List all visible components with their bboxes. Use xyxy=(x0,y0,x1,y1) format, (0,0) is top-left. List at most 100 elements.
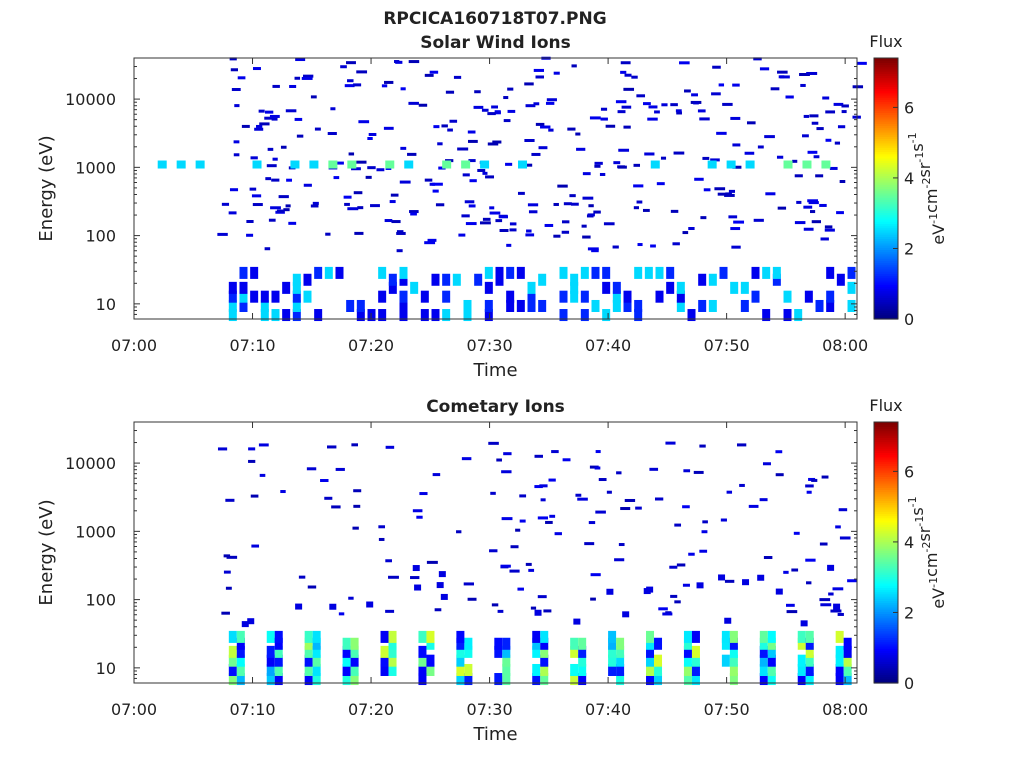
flux-cell xyxy=(708,273,717,286)
flux-cell xyxy=(385,160,395,169)
flux-cell xyxy=(759,673,768,686)
flux-cell xyxy=(683,469,691,473)
flux-cell xyxy=(762,462,771,466)
flux-cell xyxy=(693,101,699,105)
flux-cell xyxy=(553,234,561,238)
flux-cell xyxy=(702,520,708,524)
colorbar-step xyxy=(874,565,898,569)
flux-cell xyxy=(518,160,528,169)
flux-cell xyxy=(624,73,632,77)
flux-cell xyxy=(623,125,631,129)
flux-cell xyxy=(804,290,813,303)
flux-cell xyxy=(228,309,237,322)
y-tick-label: 10000 xyxy=(65,90,116,109)
flux-cell xyxy=(643,588,651,595)
x-tick-label: 07:20 xyxy=(348,700,394,719)
flux-cell xyxy=(499,228,509,232)
flux-cell xyxy=(751,290,760,303)
flux-cell xyxy=(350,654,359,667)
flux-cell xyxy=(716,131,727,135)
flux-cell xyxy=(347,160,357,169)
flux-cell xyxy=(805,637,814,650)
colorbar-step xyxy=(874,271,898,274)
colorbar-step xyxy=(874,312,898,316)
flux-cell xyxy=(236,630,245,643)
flux-cell xyxy=(380,645,389,658)
flux-cell xyxy=(613,161,621,165)
flux-cell xyxy=(328,160,338,169)
flux-cell xyxy=(350,645,359,658)
colorbar-step xyxy=(874,84,898,87)
flux-cell xyxy=(618,165,627,169)
flux-cell xyxy=(797,673,806,686)
colorbar-step xyxy=(874,258,898,261)
flux-cell xyxy=(461,214,470,218)
colorbar: 0 2 4 6 Flux eV-1cm-2sr-1s-1 xyxy=(869,396,948,693)
colorbar-step xyxy=(874,674,898,678)
flux-cell xyxy=(465,222,477,226)
flux-cell xyxy=(524,138,535,142)
flux-cell xyxy=(502,673,511,686)
colorbar-step xyxy=(874,134,898,137)
colorbar-step xyxy=(874,314,898,318)
flux-cell xyxy=(236,654,245,667)
x-tick-label: 07:30 xyxy=(467,700,513,719)
flux-cell xyxy=(344,84,355,88)
flux-cell xyxy=(691,93,698,97)
colorbar-step xyxy=(874,266,898,270)
colorbar-step xyxy=(874,545,898,549)
flux-cell xyxy=(292,299,301,312)
flux-cell xyxy=(228,299,237,312)
x-tick-label: 07:10 xyxy=(229,700,275,719)
colorbar-step xyxy=(874,539,898,543)
flux-cell xyxy=(540,654,549,667)
colorbar-step xyxy=(874,541,898,545)
flux-cell xyxy=(399,180,411,184)
flux-cell xyxy=(828,592,834,596)
flux-cell xyxy=(540,637,549,650)
flux-cell xyxy=(683,673,692,686)
flux-cell xyxy=(780,75,790,79)
flux-cell xyxy=(676,111,682,115)
flux-cell xyxy=(843,673,852,686)
flux-cell xyxy=(847,281,856,294)
colorbar-step xyxy=(874,188,898,192)
flux-cell xyxy=(292,273,301,286)
heatmap-cells xyxy=(217,441,858,686)
colorbar-step xyxy=(874,424,898,427)
flux-cell xyxy=(491,603,499,607)
colorbar-step xyxy=(874,485,898,488)
flux-cell xyxy=(350,673,359,686)
flux-cell xyxy=(684,89,691,93)
flux-cell xyxy=(464,663,473,676)
flux-cell xyxy=(494,111,501,115)
flux-cell xyxy=(304,645,313,658)
flux-cell xyxy=(733,220,745,224)
flux-cell xyxy=(729,645,738,658)
flux-cell xyxy=(239,281,248,294)
flux-cell xyxy=(835,654,844,667)
flux-cell xyxy=(832,587,844,591)
flux-cell xyxy=(829,166,838,170)
flux-cell xyxy=(233,153,240,157)
flux-cell xyxy=(698,299,707,312)
colorbar-step xyxy=(874,79,898,83)
colorbar-step xyxy=(874,208,898,211)
flux-cell xyxy=(246,219,254,223)
colorbar-step xyxy=(874,288,898,292)
flux-cell xyxy=(368,132,377,136)
flux-cell xyxy=(654,663,663,676)
flux-cell xyxy=(843,663,852,676)
flux-cell xyxy=(532,645,541,658)
flux-cell xyxy=(239,266,248,279)
flux-cell xyxy=(314,127,321,131)
flux-cell xyxy=(548,478,556,482)
flux-cell xyxy=(288,221,297,225)
flux-cell xyxy=(353,83,362,87)
colorbar-step xyxy=(874,242,898,246)
colorbar-tick-label: 6 xyxy=(904,462,914,481)
flux-cell xyxy=(532,673,541,686)
flux-cell xyxy=(803,205,813,209)
flux-cell xyxy=(324,496,333,500)
colorbar-step xyxy=(874,628,898,632)
